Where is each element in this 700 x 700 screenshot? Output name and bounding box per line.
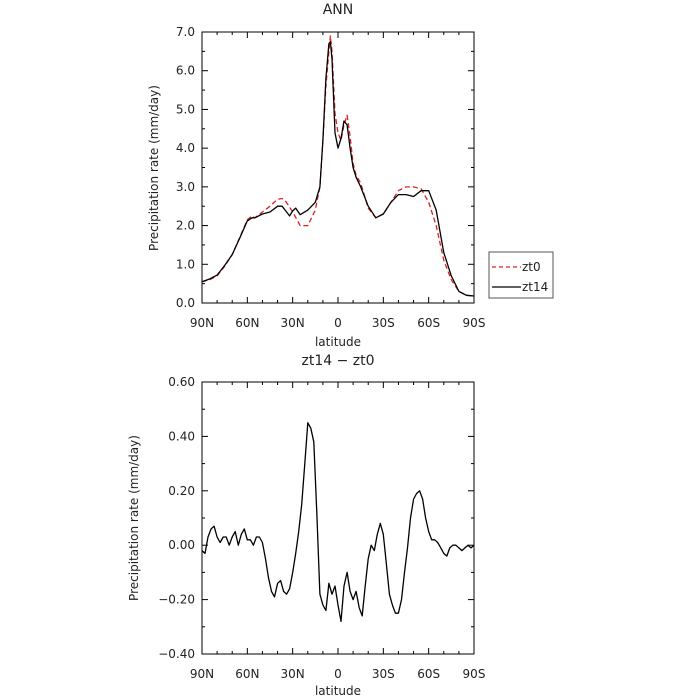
y-axis-label: Precipitation rate (mm/day) [127,435,141,601]
chart-title: ANN [323,2,354,18]
series-line-zt14 [201,41,475,297]
chart-title: zt14 − zt0 [301,353,374,369]
axis-ticks: 90N 60N 30N 0 30S 60S 90S 0.0 1.0 2.0 3.0 4.0 5.0 6.0… [176,25,486,330]
x-axis-label: latitude [315,335,361,349]
y-tick-label: 5.0 [176,102,195,116]
x-tick-label: 30S [372,316,395,330]
y-tick-label: 0.60 [168,375,195,389]
plot-area [201,422,475,623]
x-tick-label: 60S [417,316,440,330]
legend-label-zt0: zt0 [522,260,541,274]
y-tick-label: −0.40 [158,647,195,661]
series-line-zt0 [201,35,475,297]
plot-area [201,35,475,297]
legend-label-zt14: zt14 [522,280,548,294]
y-tick-label: 4.0 [176,141,195,155]
x-tick-label: 60N [235,667,259,681]
y-tick-label: 3.0 [176,180,195,194]
x-tick-label: 30N [281,316,305,330]
y-tick-label: 0.00 [168,538,195,552]
x-tick-label: 90S [463,316,486,330]
y-tick-label: 1.0 [176,257,195,271]
x-tick-label: 60N [235,316,259,330]
y-axis-label: Precipitation rate (mm/day) [147,85,161,251]
y-tick-label: 2.0 [176,219,195,233]
y-tick-label: −0.20 [158,593,195,607]
plot-frame [201,381,475,655]
x-tick-label: 0 [334,316,342,330]
x-tick-label: 30S [372,667,395,681]
y-tick-label: 7.0 [176,25,195,39]
y-tick-label: 0.40 [168,429,195,443]
x-tick-label: 60S [417,667,440,681]
y-tick-label: 0.0 [176,296,195,310]
axis-ticks: 90N 60N 30N 0 30S 60S 90S −0.40 −0.20 0.00 0.20 0.4… [158,375,485,681]
legend-box [488,251,554,299]
y-tick-label: 6.0 [176,64,195,78]
x-tick-label: 0 [334,667,342,681]
legend: zt0 zt14 [488,251,554,299]
x-tick-label: 30N [281,667,305,681]
y-tick-label: 0.20 [168,484,195,498]
plot-frame [201,31,475,304]
series-line-difference [201,422,475,623]
x-tick-label: 90N [190,316,214,330]
x-tick-label: 90S [463,667,486,681]
chart-panel-ann: ANN 90N 60N 30N 0 30S 60S 90S 0.0 1.0 2.0 3.0 4.0 5.… [147,2,485,349]
x-tick-label: 90N [190,667,214,681]
x-axis-label: latitude [315,684,361,698]
chart-panel-difference: zt14 − zt0 90N 60N 30N 0 30S 60S 90S −0.40 −0.20… [127,353,485,698]
